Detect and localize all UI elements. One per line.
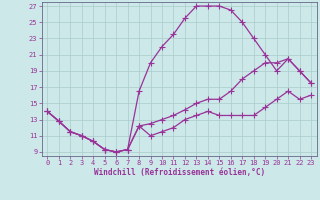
X-axis label: Windchill (Refroidissement éolien,°C): Windchill (Refroidissement éolien,°C) <box>94 168 265 177</box>
